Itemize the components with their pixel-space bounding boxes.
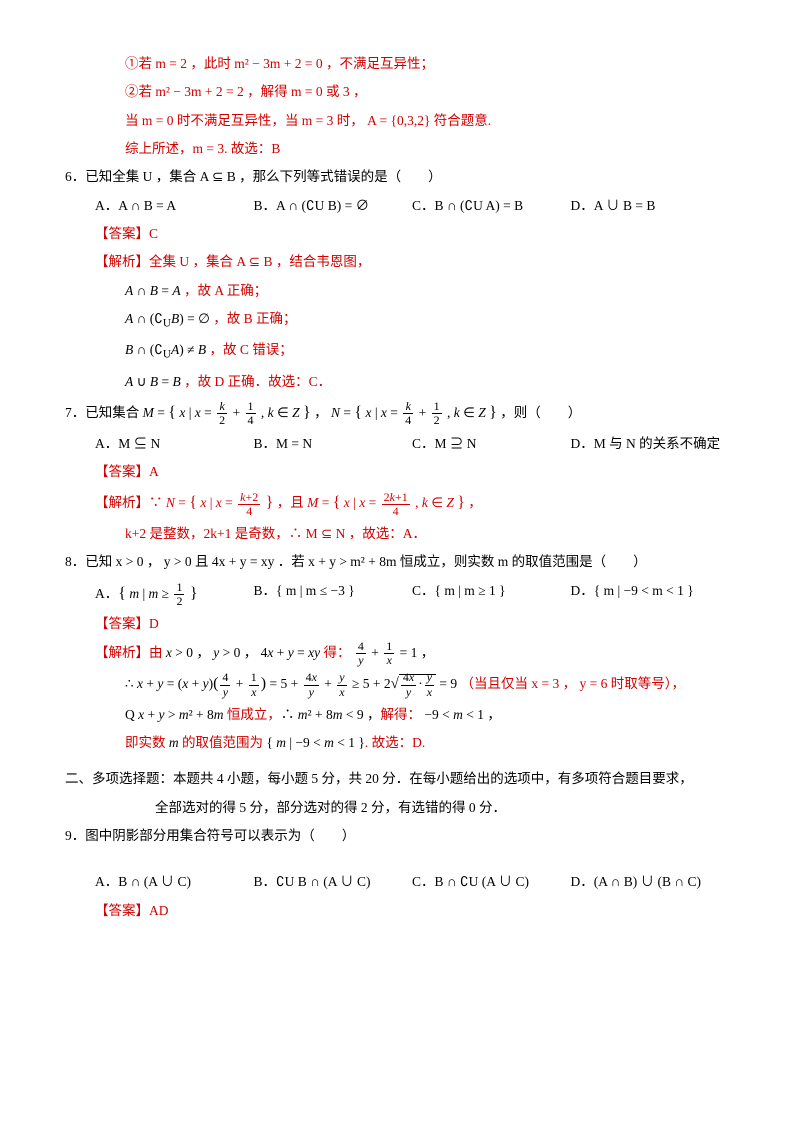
q8-answer: 【答案】D — [65, 610, 729, 638]
q9-opt-d: D．(A ∩ B) ∪ (B ∩ C) — [571, 868, 730, 896]
answer-value: A — [149, 464, 159, 479]
q7-answer: 【答案】A — [65, 458, 729, 486]
q7-opt-a: A．M ⊆ N — [95, 430, 254, 458]
q7-exp2: k+2 是整数，2k+1 是奇数，∴ M ⊆ N ，故选：A． — [65, 520, 729, 548]
explain-label: 【解析】 — [95, 495, 149, 510]
q9-opt-b: B．∁U B ∩ (A ∪ C) — [254, 868, 413, 896]
q6-answer: 【答案】C — [65, 220, 729, 248]
section2-head2: 全部选对的得 5 分，部分选对的得 2 分，有选错的得 0 分． — [65, 794, 729, 822]
q8-e3: Q x + y > m² + 8m 恒成立，∴ m² + 8m < 9 ，解得：… — [65, 701, 729, 729]
q8-e4: 即实数 m 的取值范围为 { m | −9 < m < 1 }. 故选：D. — [65, 729, 729, 757]
q8-opt-d: D．{ m | −9 < m < 1 } — [571, 577, 730, 611]
answer-value: AD — [149, 903, 169, 918]
answer-label: 【答案】 — [95, 226, 149, 241]
explain-label: 【解析】 — [95, 254, 149, 269]
q8-e2-note: （当且仅当 x = 3 ， y = 6 时取等号）， — [461, 676, 685, 691]
q6-e1: A ∩ B = A ，故 A 正确； — [65, 277, 729, 305]
q7-exp1: 【解析】∵ N = { x | x = k+24 } ，且 M = { x | … — [65, 486, 729, 520]
pre-q6-line2: ②若 m² − 3m + 2 = 2 ，解得 m = 0 或 3 ， — [65, 78, 729, 106]
q6-opt-c: C．B ∩ (∁U A) = B — [412, 192, 571, 220]
q6-explain-head: 【解析】全集 U ，集合 A ⊆ B ，结合韦恩图， — [65, 248, 729, 276]
q7-opt-c: C．M ⊇ N — [412, 430, 571, 458]
q7-options: A．M ⊆ N B．M = N C．M ⊇ N D．M 与 N 的关系不确定 — [65, 430, 729, 458]
q8-opt-c: C．{ m | m ≥ 1 } — [412, 577, 571, 611]
q6-exp-text: 全集 U ，集合 A ⊆ B ，结合韦恩图， — [149, 254, 370, 269]
pre-q6-line3: 当 m = 0 时不满足互异性，当 m = 3 时， A = {0,3,2} 符… — [65, 107, 729, 135]
explain-label: 【解析】 — [95, 645, 149, 660]
q8-e1: 【解析】由 x > 0 ， y > 0 ， 4x + y = xy 得： 4y … — [65, 639, 729, 668]
q6-e2: A ∩ (∁UB) = ∅ ，故 B 正确； — [65, 305, 729, 336]
spacer — [65, 850, 729, 868]
q6-options: A．A ∩ B = A B．A ∩ (∁U B) = ∅ C．B ∩ (∁U A… — [65, 192, 729, 220]
spacer — [65, 757, 729, 765]
q8-opt-b: B．{ m | m ≤ −3 } — [254, 577, 413, 611]
q6-e3: B ∩ (∁UA) ≠ B ，故 C 错误； — [65, 336, 729, 367]
q8-options: A．{ m | m ≥ 12 } B．{ m | m ≤ −3 } C．{ m … — [65, 577, 729, 611]
pre-q6-line4: 综上所述，m = 3. 故选：B — [65, 135, 729, 163]
q6-opt-b: B．A ∩ (∁U B) = ∅ — [254, 192, 413, 220]
q9-options: A．B ∩ (A ∪ C) B．∁U B ∩ (A ∪ C) C．B ∩ ∁U … — [65, 868, 729, 896]
q6-e4: A ∪ B = B ，故 D 正确．故选：C． — [65, 368, 729, 396]
answer-label: 【答案】 — [95, 464, 149, 479]
pre-q6-line1: ①若 m = 2 ，此时 m² − 3m + 2 = 0 ，不满足互异性； — [65, 50, 729, 78]
q8-opt-a: A．{ m | m ≥ 12 } — [95, 577, 254, 611]
q7-stem: 7．已知集合 M = { x | x = k2 + 14 , k ∈ Z } ，… — [65, 396, 729, 430]
answer-label: 【答案】 — [95, 616, 149, 631]
answer-value: C — [149, 226, 158, 241]
q9-answer: 【答案】AD — [65, 897, 729, 925]
answer-label: 【答案】 — [95, 903, 149, 918]
q7-opt-d: D．M 与 N 的关系不确定 — [571, 430, 730, 458]
section2-head: 二、多项选择题：本题共 4 小题，每小题 5 分，共 20 分．在每小题给出的选… — [65, 765, 729, 793]
q7-opt-b: B．M = N — [254, 430, 413, 458]
q8-stem: 8．已知 x > 0 ， y > 0 且 4x + y = xy ．若 x + … — [65, 548, 729, 576]
q6-opt-d: D．A ∪ B = B — [571, 192, 730, 220]
q6-opt-a: A．A ∩ B = A — [95, 192, 254, 220]
answer-value: D — [149, 616, 159, 631]
q9-stem: 9．图中阴影部分用集合符号可以表示为（ ） — [65, 822, 729, 850]
q9-opt-a: A．B ∩ (A ∪ C) — [95, 868, 254, 896]
q9-opt-c: C．B ∩ ∁U (A ∪ C) — [412, 868, 571, 896]
q8-e2: ∴ x + y = (x + y)(4y + 1x) = 5 + 4xy + y… — [65, 667, 729, 701]
q6-stem: 6．已知全集 U ，集合 A ⊆ B ，那么下列等式错误的是（ ） — [65, 163, 729, 191]
